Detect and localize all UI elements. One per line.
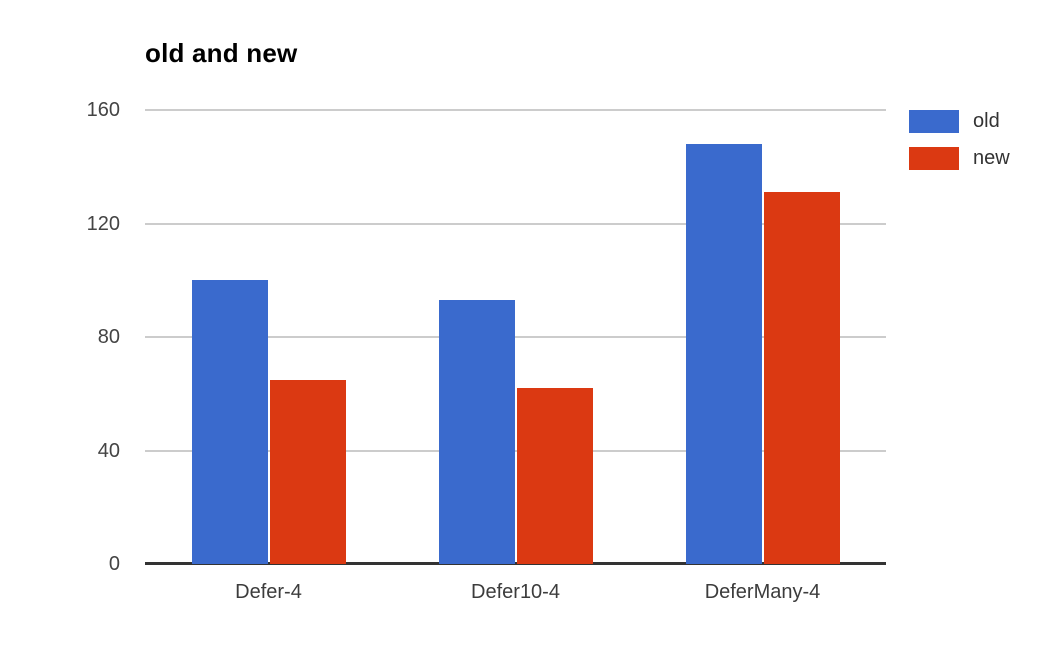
legend-item-new: new	[909, 147, 1010, 170]
bar-old-defermany-4	[685, 144, 762, 564]
gridline	[145, 336, 886, 338]
legend-item-old: old	[909, 110, 1010, 133]
y-axis-tick-label: 80	[97, 326, 120, 348]
gridline	[145, 449, 886, 452]
gridline	[145, 109, 886, 111]
chart-title: old and new	[145, 38, 298, 68]
x-axis-category-label: Defer-4	[235, 581, 302, 603]
bar-new-defer10-4	[516, 388, 593, 564]
y-axis-tick-label: 40	[97, 439, 120, 462]
x-axis-category-label: Defer10-4	[471, 581, 560, 603]
x-axis-category-label: DeferMany-4	[704, 581, 821, 603]
gridline	[145, 222, 886, 225]
x-axis-line	[145, 562, 886, 565]
plot-area	[145, 109, 886, 565]
bar-new-defer-4	[269, 379, 346, 564]
legend-label: new	[973, 147, 1010, 169]
y-axis-tick-label: 160	[86, 99, 120, 121]
bar-old-defer10-4	[438, 300, 515, 564]
legend-label: old	[973, 110, 1000, 132]
y-axis-tick-label: 120	[86, 212, 120, 235]
legend: old new	[909, 110, 1010, 184]
legend-swatch-new	[909, 147, 959, 170]
bar-new-defermany-4	[763, 192, 840, 564]
legend-swatch-old	[909, 110, 959, 133]
bar-old-defer-4	[191, 280, 268, 564]
y-axis-tick-label: 0	[108, 553, 120, 575]
